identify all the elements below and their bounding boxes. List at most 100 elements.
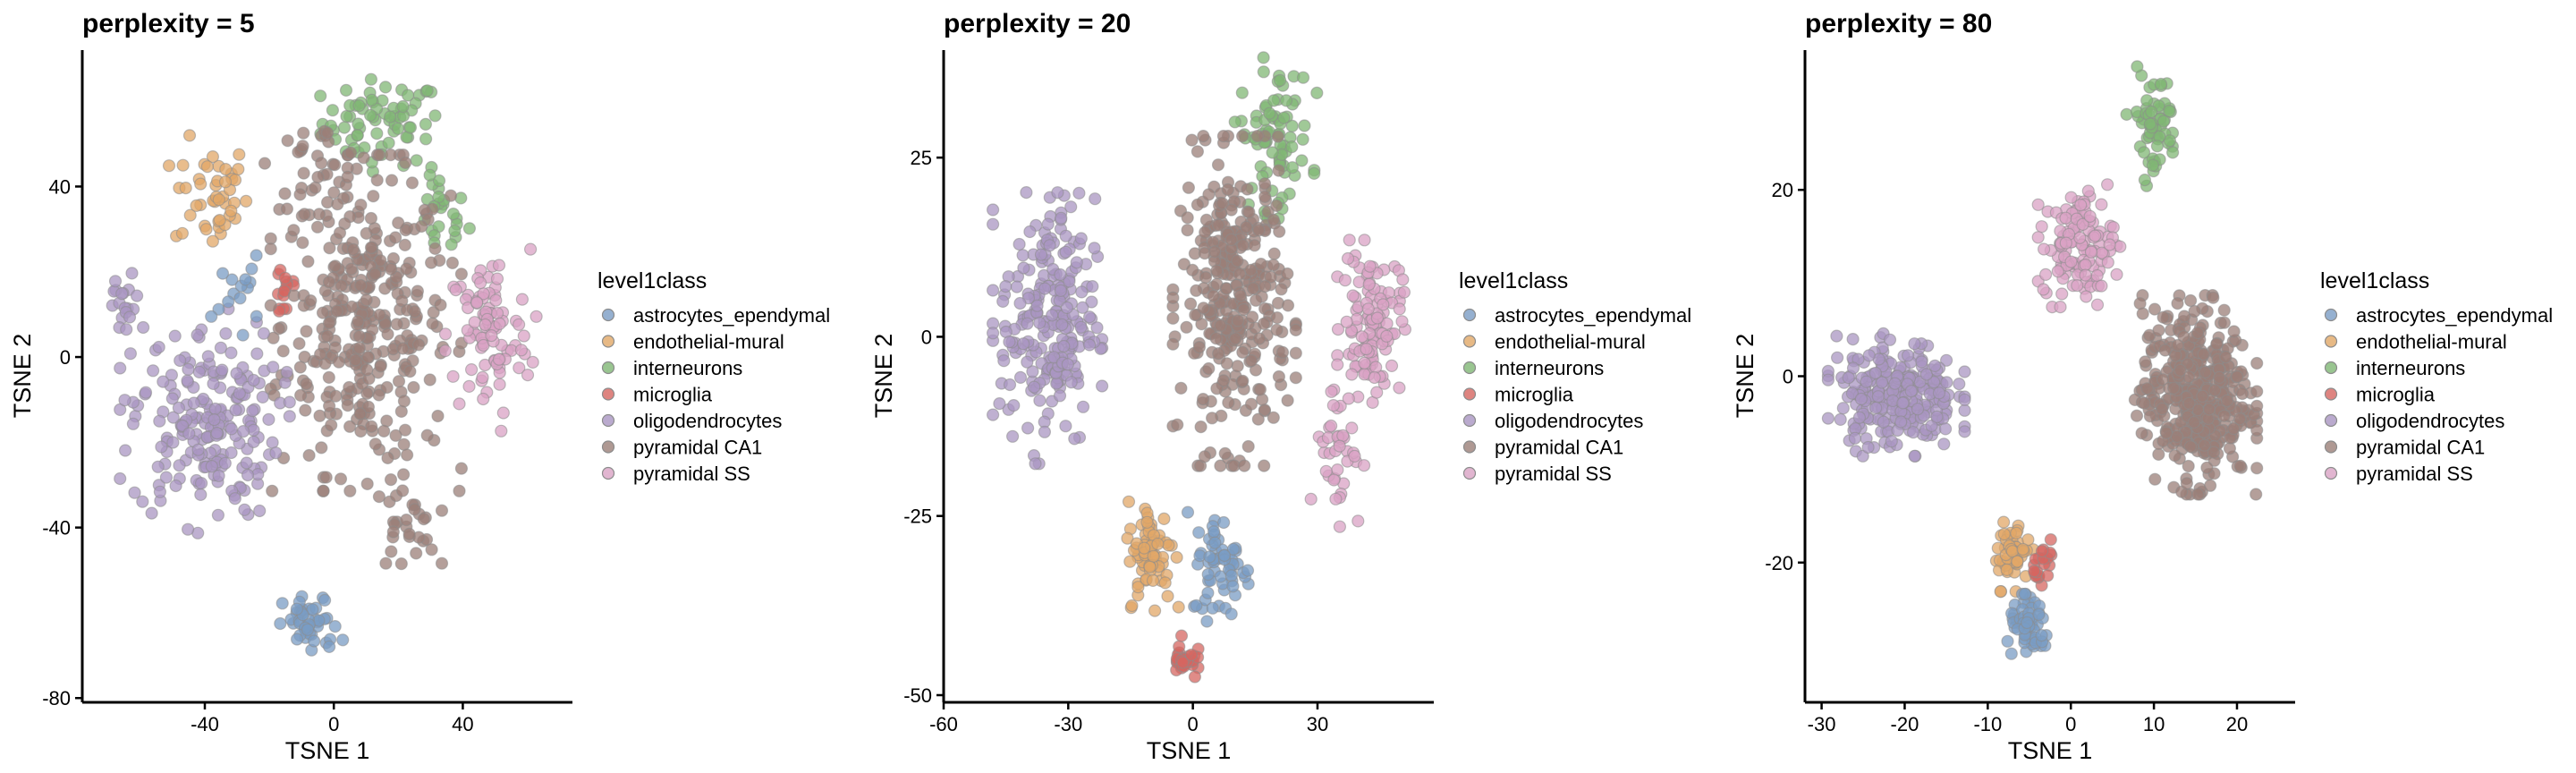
data-point [385,545,398,558]
data-point [230,367,243,380]
data-point [322,276,336,289]
data-point [369,268,382,281]
data-point [1166,291,1180,304]
data-point [206,150,219,164]
data-point [360,363,374,377]
y-tick-label: 0 [1783,366,1793,388]
data-point [195,476,208,490]
data-point [175,226,189,240]
data-point [119,444,132,457]
data-point [1174,629,1189,642]
data-point [2131,60,2144,73]
data-point [1208,536,1222,549]
data-point [2156,373,2170,386]
data-point [384,149,397,162]
data-point [290,602,303,616]
data-point [1273,225,1286,238]
data-point [1296,71,1310,84]
data-point [986,217,1000,231]
data-point [1216,130,1231,143]
data-point [1258,280,1272,293]
data-point [352,98,366,113]
panel-3-title: perplexity = 80 [1805,9,1992,38]
panel-2-y-axis-label: TSNE 2 [870,334,897,419]
data-point [1940,376,1953,389]
data-point [1064,376,1078,389]
data-point [287,224,301,237]
data-point [2021,533,2035,547]
data-point [361,400,375,413]
legend-swatch [601,440,615,454]
data-point [357,151,370,165]
data-point [306,603,319,616]
legend-label: oligodendrocytes [2356,410,2504,432]
data-point [1068,432,1081,446]
data-point [225,273,239,286]
data-point [1319,464,1333,478]
legend-label: endothelial-mural [633,331,784,353]
data-point [123,310,137,324]
data-point [1285,161,1300,174]
data-point [986,284,1000,297]
data-point [333,226,347,240]
legend-swatch [1462,413,1477,428]
data-point [327,186,341,200]
data-point [374,360,387,373]
data-point [1190,599,1203,613]
data-point [1181,224,1194,237]
data-point [1003,378,1017,392]
data-point [225,422,238,436]
legend-swatch [1462,387,1477,401]
data-point [354,199,368,212]
data-point [250,347,264,361]
data-point [309,181,322,194]
data-point [361,350,375,364]
data-point [325,419,338,432]
panel-1-y-axis-label: TSNE 2 [9,334,36,419]
data-point [2154,77,2168,91]
data-point [1231,254,1244,268]
data-point [296,140,309,153]
data-point [1005,429,1020,443]
data-point [1281,394,1294,407]
legend-swatch [601,466,615,480]
data-point [218,175,233,189]
data-point [1263,106,1276,120]
panel-1: perplexity = 5 -40 0 40 -80 -40 0 40 TSNE 1 TS… [9,9,572,764]
data-point [1928,359,1942,372]
data-point [2198,438,2211,452]
data-point [1358,234,1371,247]
data-point [445,256,459,269]
data-point [153,414,166,428]
data-point [1020,186,1033,200]
data-point [2208,384,2222,397]
data-point [336,633,350,647]
data-point [1054,268,1067,282]
panel-1-x-axis-label: TSNE 1 [285,737,370,764]
data-point [2196,389,2209,403]
data-point [225,346,238,360]
data-point [2219,351,2233,364]
data-point [1915,355,1928,369]
y-tick-label: -80 [42,687,71,709]
data-point [1043,239,1056,252]
data-point [136,495,149,508]
data-point [179,182,192,195]
data-point [1199,213,1214,226]
data-point [1055,318,1069,331]
data-point [222,295,235,309]
data-point [1086,280,1099,293]
data-point [2250,462,2264,475]
data-point [2010,526,2023,540]
data-point [187,396,200,410]
data-point [1030,299,1044,312]
data-point [278,187,292,200]
data-point [396,484,410,497]
data-point [398,423,412,437]
data-point [1202,361,1216,376]
data-point [1272,370,1286,384]
data-point [1033,394,1046,407]
data-point [312,208,326,221]
data-point [169,479,182,493]
data-point [1285,119,1299,132]
